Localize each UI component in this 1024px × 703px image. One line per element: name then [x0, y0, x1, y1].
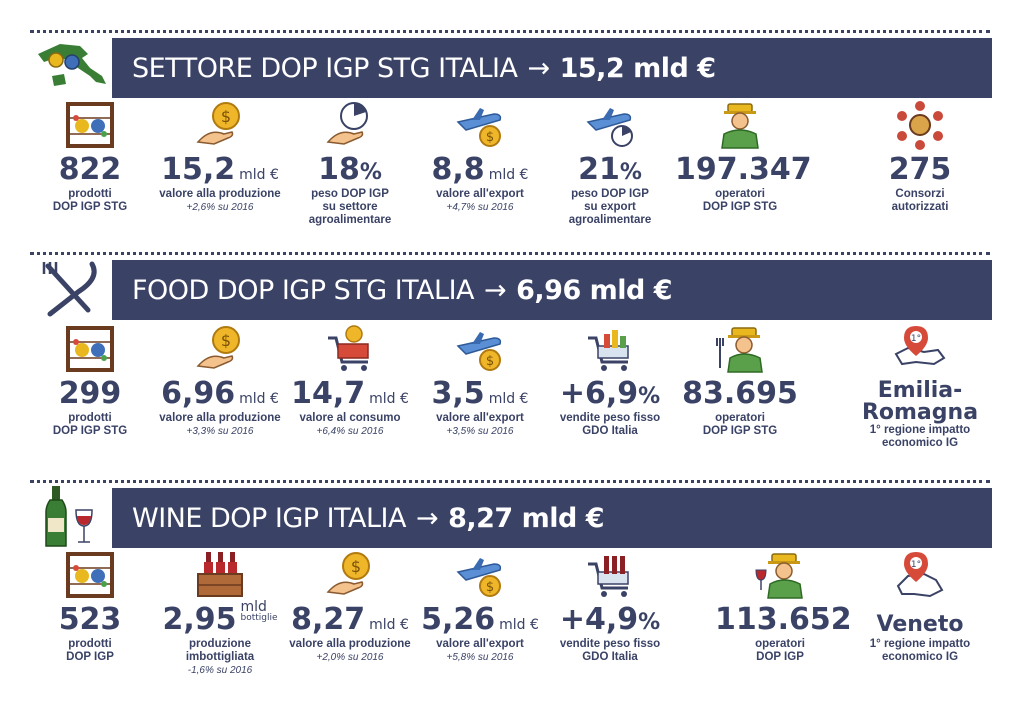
section-banner: SETTORE DOP IGP STG ITALIA → 15,2 mld € — [112, 38, 992, 98]
stat-value: 299 — [58, 376, 122, 411]
consortium-icon — [897, 101, 943, 150]
svg-text:1°: 1° — [911, 334, 921, 344]
arrow: → — [415, 502, 439, 534]
stat-label: peso DOP IGP su export agroalimentare — [568, 188, 652, 226]
stat-value: 2,95 mld bottiglie — [162, 599, 278, 637]
stat-value: 18% — [318, 152, 382, 187]
section-total: 6,96 mld € — [516, 274, 673, 306]
section-wine: WINE DOP IGP ITALIA → 8,27 mld € 523 pro… — [0, 470, 1024, 703]
stat-label: valore all'export +4,7% su 2016 — [436, 188, 524, 213]
arrow: → — [484, 274, 507, 306]
stat-label: prodotti DOP IGP STG — [52, 412, 128, 437]
plane-coin-icon: $ — [456, 332, 502, 371]
stat-label: valore all'export +3,5% su 2016 — [436, 412, 524, 437]
italy-map-icon — [38, 44, 106, 86]
stat-value: 83.695 — [682, 376, 798, 411]
region-pin-icon: 1° — [896, 552, 944, 598]
stat-value: 523 — [58, 602, 122, 637]
farmer-icon — [721, 103, 759, 149]
stat-value: 197.347 — [675, 152, 812, 187]
stat-label: 1° regione impatto economico IG — [869, 638, 971, 663]
wine-bottle-glass-icon — [45, 486, 93, 547]
svg-text:1°: 1° — [911, 560, 921, 570]
section-banner: FOOD DOP IGP STG ITALIA → 6,96 mld € — [112, 260, 992, 320]
stat-label: operatori DOP IGP STG — [702, 412, 778, 437]
fork-knife-icon — [42, 261, 97, 317]
stat-value: Veneto — [876, 612, 964, 637]
stat-label: valore alla produzione +3,3% su 2016 — [159, 412, 281, 437]
stat-value: 8,27 mld € — [291, 602, 409, 637]
stat-label: produzione imbottigliata -1,6% su 2016 — [185, 638, 255, 676]
abacus-icon — [66, 102, 114, 148]
stat-value: Emilia- Romagna — [861, 378, 979, 425]
section-settore: SETTORE DOP IGP STG ITALIA → 15,2 mld € … — [0, 0, 1024, 240]
stat-label: valore all'export +5,8% su 2016 — [436, 638, 524, 663]
stat-value: 6,96 mld € — [161, 376, 279, 411]
abacus-icon — [66, 326, 114, 372]
svg-text:$: $ — [486, 580, 494, 595]
stat-label: operatori DOP IGP STG — [702, 188, 778, 213]
coin-hand-icon: $ — [196, 326, 240, 369]
stat-value: 3,5 mld € — [431, 376, 529, 411]
coin-hand-icon: $ — [196, 102, 240, 145]
stat-label: peso DOP IGP su settore agroalimentare — [308, 188, 392, 226]
stat-value: 5,26 mld € — [421, 602, 539, 637]
wine-cart-icon — [588, 556, 629, 597]
region-pin-icon: 1° — [894, 326, 946, 366]
section-title: WINE DOP IGP ITALIA — [132, 502, 406, 534]
svg-text:$: $ — [221, 107, 231, 126]
abacus-icon — [66, 552, 114, 598]
section-total: 8,27 mld € — [448, 502, 605, 534]
cart-coin-icon — [328, 325, 369, 371]
svg-text:$: $ — [486, 354, 494, 369]
stat-value: 15,2 mld € — [161, 152, 279, 187]
grocery-cart-icon — [588, 330, 629, 371]
stat-label: prodotti DOP IGP — [66, 638, 114, 663]
section-title: SETTORE DOP IGP STG ITALIA — [132, 52, 518, 84]
arrow: → — [527, 52, 550, 84]
section-food: FOOD DOP IGP STG ITALIA → 6,96 mld € 299… — [0, 240, 1024, 470]
pie-hand-icon — [326, 102, 368, 145]
dotted-divider — [30, 252, 990, 255]
section-banner: WINE DOP IGP ITALIA → 8,27 mld € — [112, 488, 992, 548]
stat-value: 8,8 mld € — [431, 152, 529, 187]
stat-label: valore al consumo +6,4% su 2016 — [299, 412, 401, 437]
section-total: 15,2 mld € — [559, 52, 716, 84]
svg-text:$: $ — [351, 557, 361, 576]
coin-hand-icon: $ — [326, 552, 370, 595]
stat-label: valore alla produzione +2,0% su 2016 — [289, 638, 411, 663]
stat-label: Consorzi autorizzati — [891, 188, 949, 213]
stat-value: +6,9% — [559, 376, 661, 411]
farmer-wine-icon — [755, 553, 803, 599]
stat-label: 1° regione impatto economico IG — [869, 424, 971, 449]
stat-label: valore alla produzione +2,6% su 2016 — [159, 188, 281, 213]
stat-value: 275 — [888, 152, 952, 187]
section-title: FOOD DOP IGP STG ITALIA — [132, 274, 475, 306]
stat-label: vendite peso fisso GDO Italia — [559, 638, 661, 663]
plane-coin-icon: $ — [456, 108, 502, 147]
stat-label: vendite peso fisso GDO Italia — [559, 412, 661, 437]
stat-value: 822 — [58, 152, 122, 187]
stat-value: 113.652 — [715, 602, 852, 637]
stat-label: prodotti DOP IGP STG — [52, 188, 128, 213]
stat-value: +4,9% — [559, 602, 661, 637]
dotted-divider — [30, 480, 990, 483]
stat-value: 14,7 mld € — [291, 376, 409, 411]
dotted-divider — [30, 30, 990, 33]
plane-coin-icon: $ — [456, 558, 502, 597]
svg-text:$: $ — [221, 331, 231, 350]
plane-pie-icon — [586, 108, 633, 147]
farmer-fork-icon — [716, 327, 763, 373]
wine-crate-icon — [197, 552, 243, 597]
stat-label: operatori DOP IGP — [755, 638, 805, 663]
stat-value: 21% — [578, 152, 642, 187]
svg-text:$: $ — [486, 130, 494, 145]
